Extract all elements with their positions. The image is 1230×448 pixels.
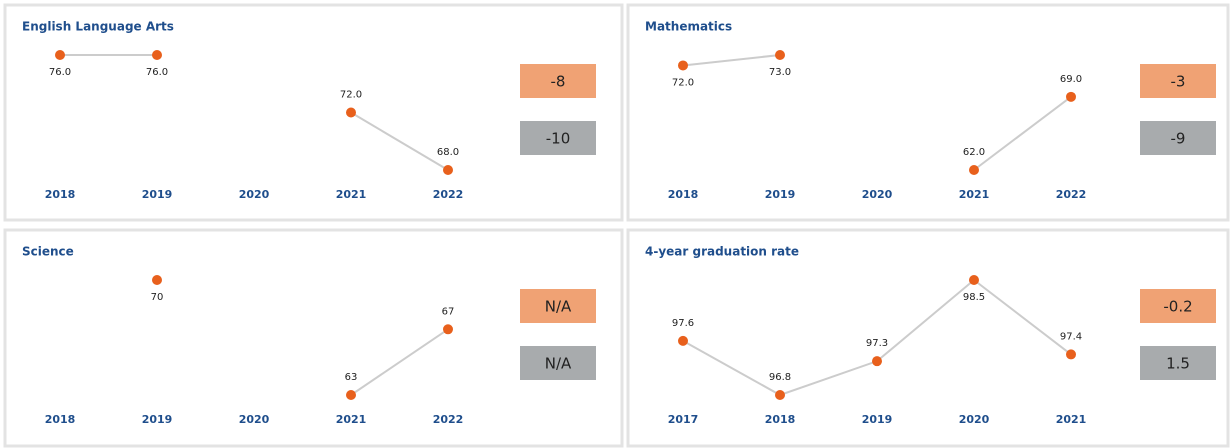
data-label: 73.0 <box>769 67 791 78</box>
data-point <box>346 390 356 400</box>
x-tick-label: 2019 <box>142 413 173 426</box>
x-tick-label: 2018 <box>668 188 699 201</box>
data-label: 72.0 <box>672 77 694 88</box>
data-label: 62.0 <box>963 147 985 158</box>
data-point <box>152 275 162 285</box>
data-label: 97.3 <box>866 338 888 349</box>
data-label: 98.5 <box>963 292 985 303</box>
change-value: N/A <box>545 298 572 316</box>
panel-title: Science <box>22 245 74 259</box>
change-badge <box>1140 289 1216 323</box>
x-tick-label: 2021 <box>336 413 367 426</box>
change-value: -8 <box>551 73 566 91</box>
trend-line <box>350 328 449 396</box>
x-tick-label: 2022 <box>433 413 464 426</box>
x-tick-label: 2017 <box>668 413 699 426</box>
data-label: 76.0 <box>49 67 71 78</box>
trend-line <box>682 54 1072 171</box>
change-badge <box>520 346 596 380</box>
x-tick-label: 2020 <box>959 413 990 426</box>
data-point <box>872 356 882 367</box>
x-tick-label: 2021 <box>959 188 990 201</box>
change-value: -9 <box>1171 130 1186 148</box>
data-point <box>969 165 979 175</box>
data-label: 97.4 <box>1060 331 1082 342</box>
x-tick-label: 2021 <box>1056 413 1087 426</box>
data-label: 63 <box>345 372 358 383</box>
change-badge <box>1140 346 1216 380</box>
data-point <box>55 50 65 60</box>
panel-title: English Language Arts <box>22 20 174 34</box>
data-point <box>1066 91 1076 102</box>
data-point <box>346 107 356 118</box>
data-label: 97.6 <box>672 318 694 329</box>
change-badge <box>520 121 596 155</box>
change-value: 1.5 <box>1166 355 1190 373</box>
data-label: 69.0 <box>1060 74 1082 85</box>
trend-line <box>60 54 449 171</box>
data-point <box>152 50 162 60</box>
data-label: 72.0 <box>340 90 362 101</box>
data-label: 96.8 <box>769 372 791 383</box>
change-badge <box>1140 121 1216 155</box>
data-point <box>443 324 453 335</box>
change-badge <box>520 289 596 323</box>
x-tick-label: 2019 <box>142 188 173 201</box>
panel <box>626 228 1230 448</box>
change-value: -3 <box>1171 73 1186 91</box>
data-point <box>775 390 785 400</box>
panel-title: 4-year graduation rate <box>645 245 799 259</box>
data-point <box>678 60 688 71</box>
change-value: -0.2 <box>1163 298 1192 316</box>
data-label: 68.0 <box>437 147 459 158</box>
x-tick-label: 2018 <box>45 413 76 426</box>
panel <box>626 3 1230 222</box>
x-tick-label: 2020 <box>862 188 893 201</box>
data-label: 76.0 <box>146 67 168 78</box>
panel-title: Mathematics <box>645 20 732 34</box>
change-value: N/A <box>545 355 572 373</box>
x-tick-label: 2022 <box>433 188 464 201</box>
x-tick-label: 2020 <box>239 188 270 201</box>
data-point <box>1066 349 1076 360</box>
data-point <box>969 275 979 285</box>
x-tick-label: 2022 <box>1056 188 1087 201</box>
x-tick-label: 2018 <box>765 413 796 426</box>
x-tick-label: 2020 <box>239 413 270 426</box>
data-label: 67 <box>442 306 455 317</box>
x-tick-label: 2019 <box>765 188 796 201</box>
data-point <box>678 335 688 346</box>
change-value: -10 <box>546 130 571 148</box>
panel <box>3 3 624 222</box>
data-point <box>443 165 453 175</box>
x-tick-label: 2021 <box>336 188 367 201</box>
change-badge <box>520 64 596 98</box>
change-badge <box>1140 64 1216 98</box>
x-tick-label: 2018 <box>45 188 76 201</box>
x-tick-label: 2019 <box>862 413 893 426</box>
panel <box>3 228 624 448</box>
data-point <box>775 50 785 60</box>
data-label: 70 <box>151 292 164 303</box>
